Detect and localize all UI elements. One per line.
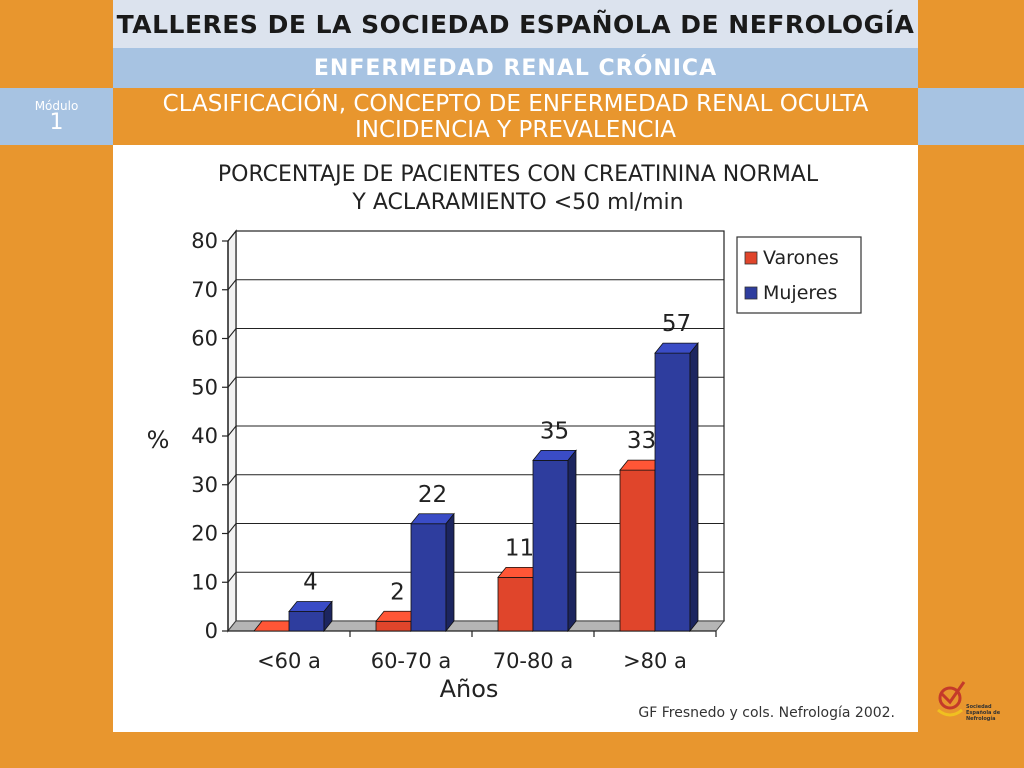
logo-ring: [938, 686, 962, 710]
bar-side: [445, 512, 455, 633]
y-tick-label: 60: [191, 327, 218, 351]
gridline: [227, 279, 724, 291]
module-number: 1: [49, 109, 64, 135]
bars: [253, 341, 699, 633]
header-title: TALLERES DE LA SOCIEDAD ESPAÑOLA DE NEFR…: [113, 0, 918, 48]
y-tick-label: 80: [191, 229, 218, 253]
logo-check: [940, 681, 966, 705]
gridline: [227, 230, 724, 242]
bar-front: [375, 620, 412, 632]
bar-front: [532, 459, 569, 632]
data-labels: 2 11 33 4 22 35 57: [303, 311, 691, 605]
bar-side: [323, 600, 333, 633]
data-label-mujeres-0: 4: [303, 570, 318, 596]
section-title: CLASIFICACIÓN, CONCEPTO DE ENFERMEDAD RE…: [113, 88, 918, 145]
gridline: [227, 425, 724, 437]
y-tick-label: 10: [191, 570, 218, 594]
bar-front: [654, 352, 691, 632]
module-band-right: [918, 88, 1024, 145]
chart-title-line2: Y ACLARAMIENTO <50 ml/min: [351, 190, 683, 215]
data-label-mujeres-1: 22: [418, 482, 447, 508]
data-label-mujeres-2: 35: [540, 418, 569, 444]
logo-text-line1: Sociedad: [966, 704, 992, 710]
y-tick-label: 0: [205, 619, 218, 643]
legend-label-mujeres: Mujeres: [763, 282, 837, 304]
section-title-line1: CLASIFICACIÓN, CONCEPTO DE ENFERMEDAD RE…: [162, 91, 869, 117]
x-tick-label: >80 a: [623, 649, 687, 673]
logo-swoosh: [937, 708, 963, 717]
bar-side: [689, 341, 699, 633]
module-label: Módulo: [34, 98, 79, 113]
logo-text-line3: Nefrología: [966, 716, 996, 722]
bar-mujeres-2: [532, 449, 577, 633]
legend-label-varones: Varones: [763, 247, 839, 269]
bar-chart: 0 10 20 30 40 50 60 70 80 <60 a 60-70 a 70-80 a >80 …: [147, 162, 895, 721]
y-axis-label: %: [147, 426, 170, 454]
header-subtitle: ENFERMEDAD RENAL CRÓNICA: [113, 48, 918, 88]
legend: Varones Mujeres: [736, 236, 862, 314]
data-label-varones-1: 2: [390, 579, 405, 605]
gridline: [227, 327, 724, 339]
legend-swatch-mujeres: [744, 286, 758, 300]
bar-front: [619, 469, 656, 632]
section-title-line2: INCIDENCIA Y PREVALENCIA: [354, 117, 677, 143]
data-label-varones-3: 33: [627, 428, 656, 454]
y-tick-label: 70: [191, 278, 218, 302]
logo-text-line2: Española de: [966, 710, 1001, 716]
y-tick-label: 40: [191, 424, 218, 448]
bar-front: [410, 523, 447, 632]
x-tick-label: 70-80 a: [493, 649, 574, 673]
bar-front: [288, 611, 325, 632]
x-tick-label: 60-70 a: [371, 649, 452, 673]
gridline: [227, 376, 724, 388]
x-axis-label: Años: [440, 675, 499, 703]
bar-mujeres-3: [654, 341, 699, 633]
data-label-varones-2: 11: [505, 535, 534, 561]
data-label-mujeres-3: 57: [662, 311, 691, 337]
module-badge: Módulo 1: [0, 88, 113, 145]
y-tick-label: 20: [191, 522, 218, 546]
y-tick-label: 50: [191, 375, 218, 399]
bar-mujeres-1: [410, 512, 455, 633]
bar-side: [567, 449, 577, 633]
x-tick-label: <60 a: [257, 649, 321, 673]
chart-title-line1: PORCENTAJE DE PACIENTES CON CREATININA N…: [218, 162, 819, 187]
legend-box: [736, 236, 862, 314]
legend-swatch-varones: [744, 251, 758, 265]
bar-mujeres-0: [288, 600, 333, 633]
bar-front: [497, 576, 534, 632]
source-citation: GF Fresnedo y cols. Nefrología 2002.: [638, 705, 895, 721]
y-tick-label: 30: [191, 473, 218, 497]
society-logo: [937, 681, 966, 717]
logo-text: Sociedad Española de Nefrología: [966, 704, 1000, 722]
axes: 0 10 20 30 40 50 60 70 80 <60 a 60-70 a 70-80 a >80 …: [191, 229, 717, 673]
